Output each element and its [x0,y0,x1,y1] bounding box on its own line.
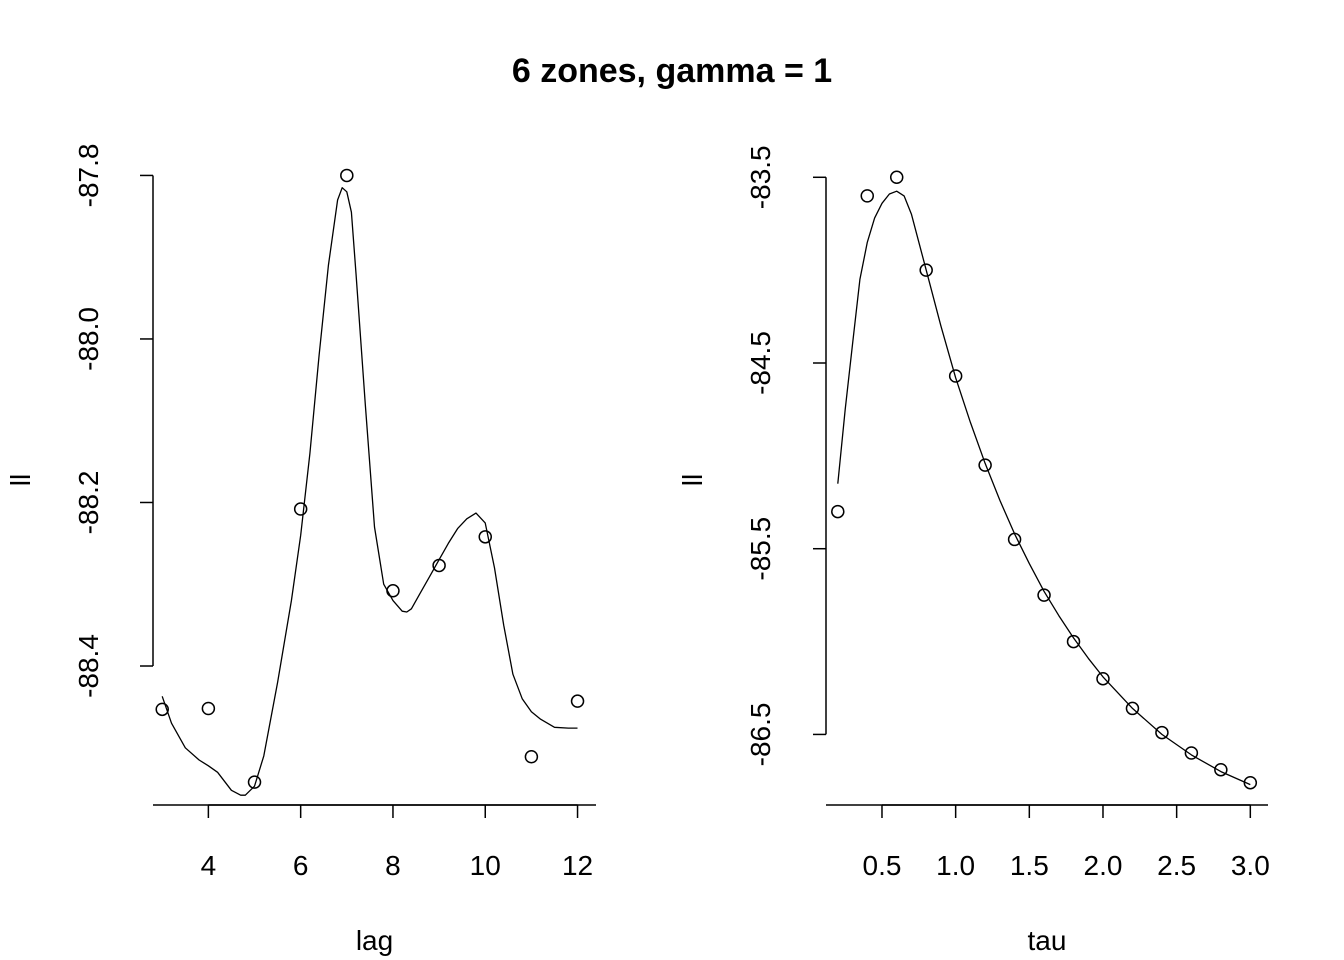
y-tick-label: -88.4 [73,634,104,698]
data-point [1066,634,1081,649]
x-axis-label: lag [356,925,393,956]
panel-1: -88.4 -88.2 -88.0 -87.8 4 6 8 10 12 lag ll [5,144,596,956]
x-tick-label: 10 [470,850,501,881]
x-axis-label: tau [1028,925,1067,956]
data-point [155,702,169,717]
smooth-line [161,187,578,796]
data-point [1184,746,1199,760]
y-tick-label: -84.5 [745,331,776,395]
x-tick-label: 0.5 [863,850,902,881]
y-tick-label: -87.8 [73,144,104,208]
x-tick-label: 2.5 [1157,850,1196,881]
x-tick-label: 2.0 [1084,850,1123,881]
x-tick-label: 6 [293,850,309,881]
data-point [831,504,845,519]
x-tick-label: 1.5 [1010,850,1049,881]
data-point [1243,775,1258,790]
y-tick-label: -85.5 [745,517,776,581]
data-point [1125,701,1140,716]
data-point [1155,725,1169,740]
data-point [1096,671,1110,686]
y-axis-label: ll [677,474,708,486]
main-title: 6 zones, gamma = 1 [511,52,833,90]
y-axis-label: ll [5,474,36,486]
data-point [1007,532,1022,547]
smooth-line [837,190,1251,786]
data-point [889,170,904,185]
data-point [919,263,933,277]
data-point [340,168,354,183]
x-tick-label: 3.0 [1231,850,1270,881]
data-point [386,584,400,598]
x-tick-label: 12 [562,850,593,881]
panel-2: -86.5 -85.5 -84.5 -83.5 0.5 1.0 1.5 2.0 2.5 3.0 ta… [677,145,1270,956]
data-point [478,530,492,544]
y-tick-label: -86.5 [745,703,776,767]
data-point [432,558,446,573]
data-point [524,750,539,764]
data-point [570,694,585,708]
y-tick-label: -83.5 [745,145,776,209]
data-point [1214,762,1228,777]
data-point [860,189,875,203]
x-tick-label: 1.0 [936,850,975,881]
y-tick-label: -88.0 [73,307,104,371]
data-point [201,701,216,716]
data-point [978,458,992,472]
x-tick-label: 4 [201,850,217,881]
data-point [247,775,262,789]
data-point [293,502,308,516]
data-point [948,369,963,383]
x-tick-label: 8 [385,850,401,881]
y-tick-label: -88.2 [73,471,104,535]
data-point [1037,588,1051,602]
